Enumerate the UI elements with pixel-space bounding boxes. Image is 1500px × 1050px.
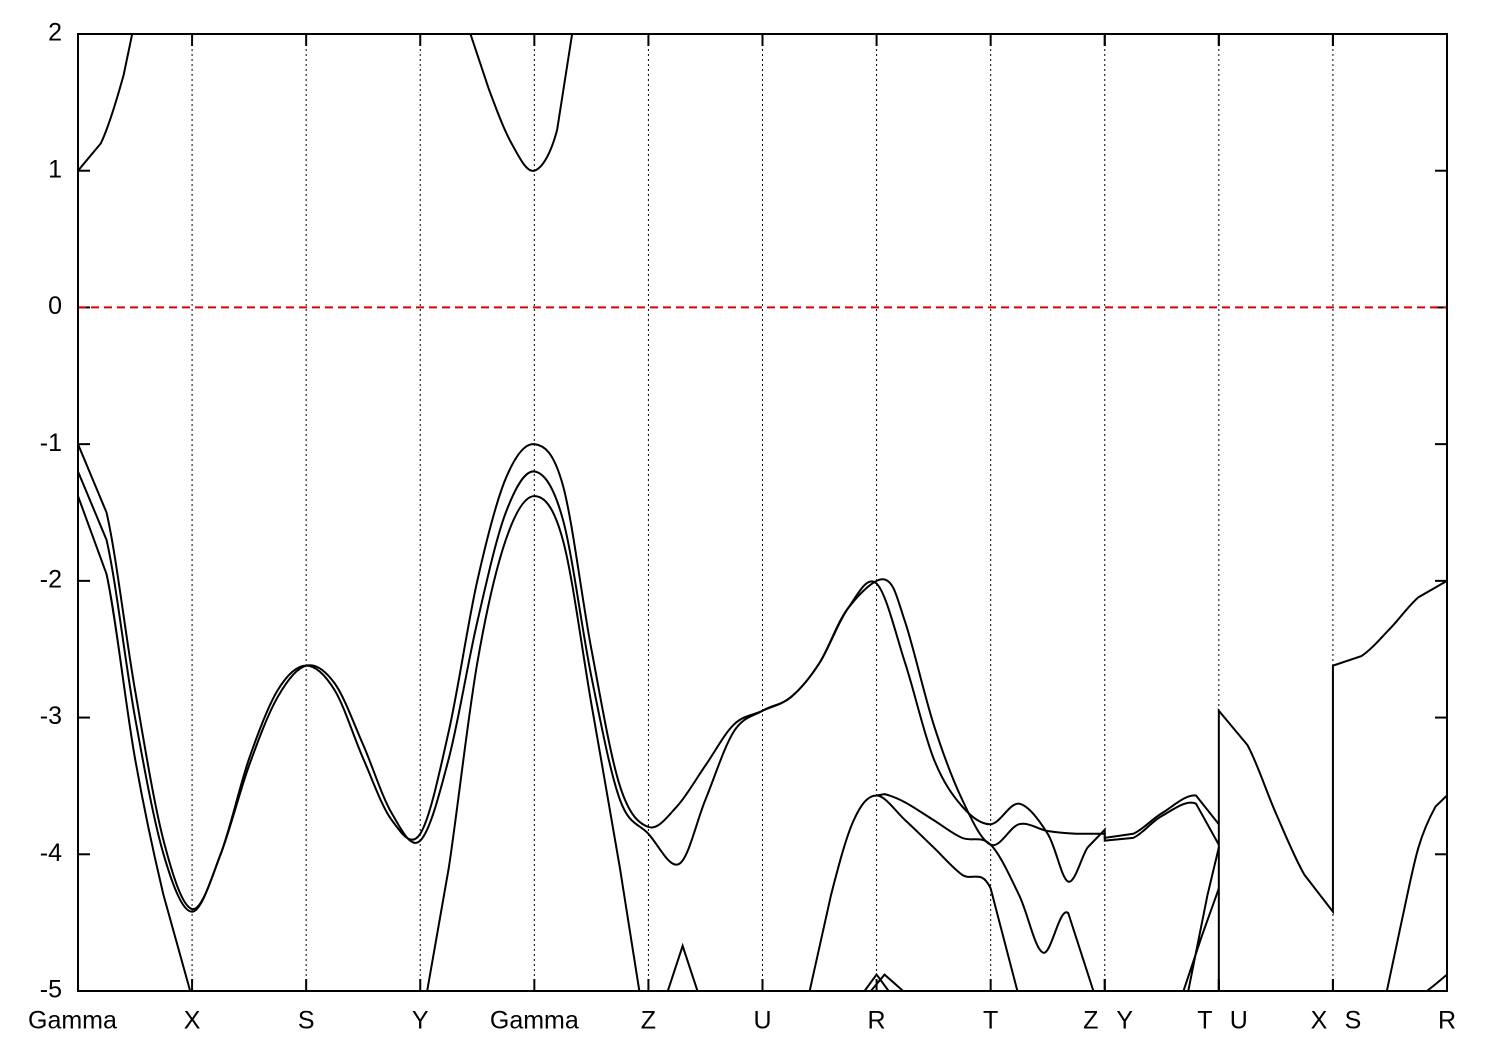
band-line — [666, 942, 699, 991]
x-tick-label: X — [1311, 1007, 1328, 1035]
band-line — [1385, 794, 1447, 991]
x-tick-label: Y — [412, 1007, 429, 1035]
band-line — [78, 495, 641, 991]
x-tick-label: R — [868, 1007, 886, 1035]
band-line — [808, 794, 1019, 991]
band-line — [1425, 973, 1447, 991]
bands — [78, 34, 1447, 991]
x-tick-label: U — [1230, 1007, 1248, 1035]
x-tick-label: T — [1197, 1007, 1212, 1035]
y-tick-label: -4 — [40, 839, 62, 867]
y-tick-label: 0 — [48, 292, 62, 320]
y-tick-label: -3 — [40, 702, 62, 730]
band-line — [1182, 847, 1220, 991]
x-tick-label: T — [983, 1007, 998, 1035]
band-line — [78, 470, 1220, 913]
x-tick-label: Z — [641, 1007, 656, 1035]
band-line — [78, 443, 1220, 910]
y-tick-label: -1 — [40, 429, 62, 457]
x-tick-label: S — [1345, 1007, 1362, 1035]
y-tick-label: -2 — [40, 565, 62, 593]
band-line — [863, 972, 905, 991]
x-tick-label: S — [298, 1007, 315, 1035]
y-tick-label: 2 — [48, 19, 62, 47]
x-tick-label: Z — [1083, 1007, 1098, 1035]
x-tick-label: R — [1438, 1007, 1456, 1035]
band-line — [876, 793, 1095, 991]
x-tick-label: Gamma — [28, 1007, 117, 1035]
x-tick-label: Y — [1116, 1007, 1133, 1035]
plot-frame — [77, 33, 1448, 992]
band-line — [1217, 579, 1447, 991]
band-line — [78, 34, 574, 172]
y-tick-label: 1 — [48, 155, 62, 183]
y-tick-label: -5 — [40, 976, 62, 1004]
x-tick-label: X — [184, 1007, 201, 1035]
x-tick-label: Gamma — [490, 1007, 579, 1035]
x-tick-label: U — [753, 1007, 771, 1035]
